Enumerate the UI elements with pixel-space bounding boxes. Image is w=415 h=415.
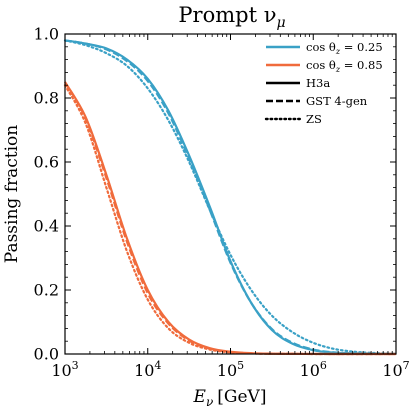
x-tick-label-exponent: 4 xyxy=(154,359,161,372)
y-tick-label-5: 1.0 xyxy=(34,25,59,44)
x-tick-label-base: 10 xyxy=(382,361,402,380)
series-line-3 xyxy=(64,81,396,356)
x-tick-label-0: 103 xyxy=(51,359,78,380)
x-tick-label-exponent: 7 xyxy=(403,359,410,372)
x-tick-label-exponent: 3 xyxy=(72,359,79,372)
x-tick-label-3: 106 xyxy=(300,359,327,380)
x-axis-label-unit: [GeV] xyxy=(217,387,266,407)
legend-label-subscript: z xyxy=(335,65,341,74)
legend-label-subscript: z xyxy=(335,47,341,56)
legend-label-value: = 0.25 xyxy=(340,40,383,54)
x-tick-label-base: 10 xyxy=(51,361,71,380)
x-axis-label: Eν [GeV] xyxy=(193,387,267,409)
legend-label-2: H3a xyxy=(306,76,330,90)
x-tick-label-1: 104 xyxy=(134,359,161,380)
plot-frame xyxy=(64,33,397,355)
x-tick-label-base: 10 xyxy=(217,361,237,380)
y-tick-label-1: 0.2 xyxy=(34,281,59,300)
chart-title-main: Prompt ν xyxy=(178,3,276,27)
legend-label-text: cos θ xyxy=(306,40,336,54)
x-tick-label-exponent: 6 xyxy=(320,359,327,372)
series-layer xyxy=(63,39,398,356)
series-line-1 xyxy=(64,39,397,355)
x-axis-label-subscript: ν xyxy=(206,395,213,409)
legend-label-4: ZS xyxy=(306,112,322,126)
y-tick-label-3: 0.6 xyxy=(34,153,59,172)
legend-label-3: GST 4-gen xyxy=(306,94,368,108)
chart-title: Prompt νμ xyxy=(178,3,285,31)
x-tick-label-base: 10 xyxy=(134,361,154,380)
y-tick-label-2: 0.4 xyxy=(34,217,59,236)
x-tick-label-base: 10 xyxy=(300,361,320,380)
y-axis-label: Passing fraction xyxy=(2,125,22,264)
legend-label-0: cos θz = 0.25 xyxy=(306,40,383,56)
y-tick-label-0: 0.0 xyxy=(34,345,59,364)
series-line-5 xyxy=(63,84,398,356)
y-tick-label-4: 0.8 xyxy=(34,89,59,108)
chart-title-subscript: μ xyxy=(276,15,285,31)
x-tick-label-exponent: 5 xyxy=(237,359,244,372)
x-tick-label-4: 107 xyxy=(382,359,409,380)
x-axis-label-symbol: E xyxy=(193,387,207,407)
series-line-4 xyxy=(64,81,396,356)
legend-label-value: = 0.85 xyxy=(340,58,383,72)
legend-label-1: cos θz = 0.85 xyxy=(306,58,383,74)
legend-label-text: cos θ xyxy=(306,58,336,72)
series-line-2 xyxy=(63,39,398,355)
x-tick-label-2: 105 xyxy=(217,359,244,380)
